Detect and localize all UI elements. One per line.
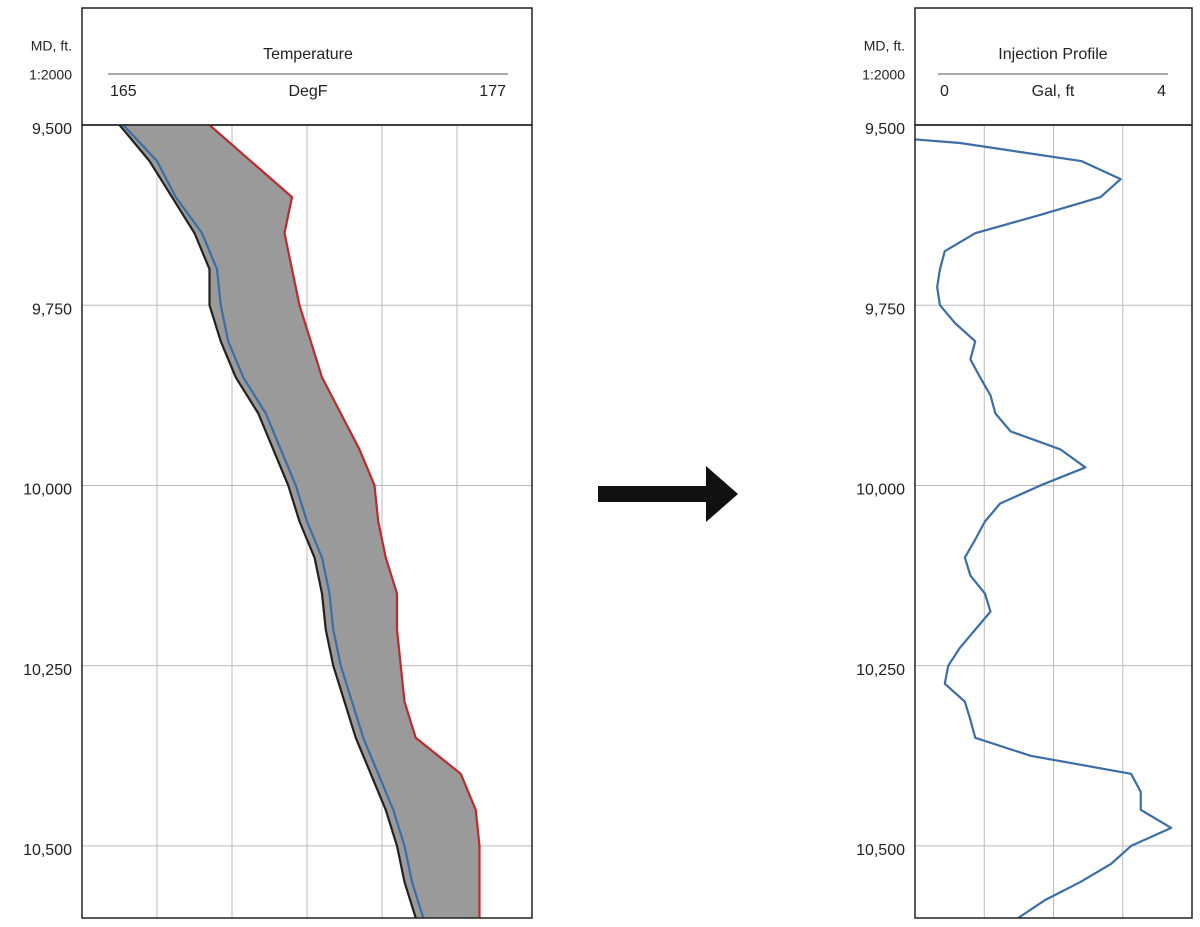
y-tick-label: 10,250 — [23, 662, 72, 679]
y-tick-label: 9,500 — [32, 121, 72, 138]
track-title: Temperature — [263, 46, 353, 63]
log-curve — [122, 125, 425, 918]
log-curve — [118, 125, 417, 918]
log-curve — [915, 138, 1173, 918]
y-tick-label: 10,500 — [856, 842, 905, 859]
y-tick-label: 10,500 — [23, 842, 72, 859]
header-box — [914, 7, 1193, 126]
depth-label: MD, ft. — [864, 38, 905, 54]
header-box — [81, 7, 533, 126]
track-box — [914, 124, 1193, 919]
scale-label: 1:2000 — [862, 67, 905, 83]
x-tick-label: 4 — [1157, 83, 1166, 100]
y-tick-label: 9,750 — [865, 301, 905, 318]
track-title: Injection Profile — [998, 46, 1107, 63]
y-tick-label: 9,500 — [865, 121, 905, 138]
scale-label: 1:2000 — [29, 67, 72, 83]
depth-label: MD, ft. — [31, 38, 72, 54]
track-box — [81, 124, 533, 919]
log-curve — [208, 125, 481, 918]
x-tick-label: 177 — [479, 83, 506, 100]
y-tick-label: 10,000 — [23, 482, 72, 499]
x-axis-label: DegF — [288, 83, 327, 100]
y-tick-label: 9,750 — [32, 301, 72, 318]
arrow — [598, 466, 738, 522]
x-axis-label: Gal, ft — [1032, 83, 1075, 100]
y-tick-label: 10,000 — [856, 482, 905, 499]
y-tick-label: 10,250 — [856, 662, 905, 679]
x-tick-label: 0 — [940, 83, 949, 100]
x-tick-label: 165 — [110, 83, 137, 100]
